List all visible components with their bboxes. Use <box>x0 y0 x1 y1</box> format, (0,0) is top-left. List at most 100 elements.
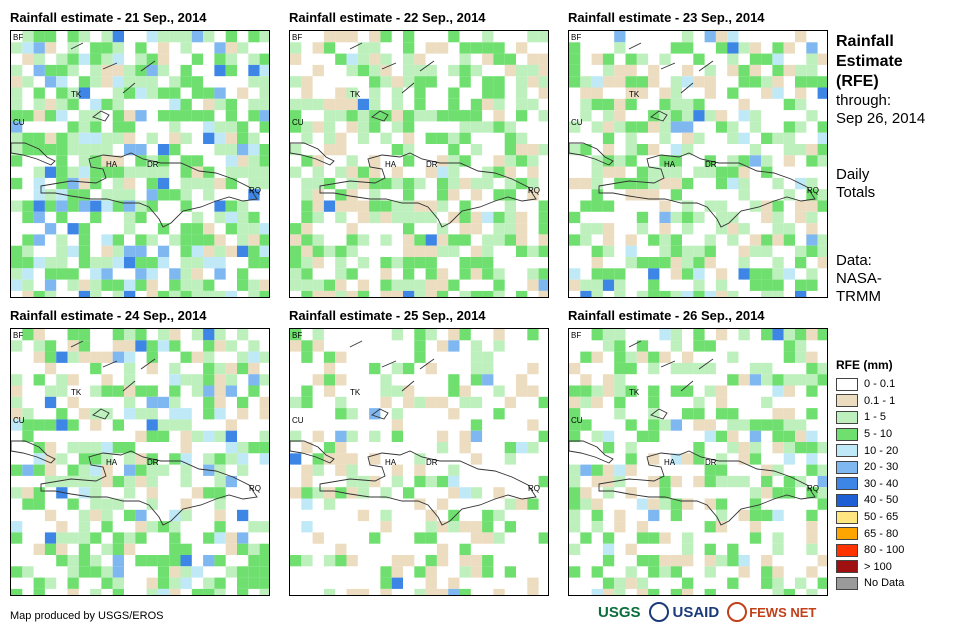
rainfall-cell <box>795 31 807 43</box>
map-label-ha: HA <box>664 160 676 169</box>
rainfall-cell <box>448 132 460 144</box>
rainfall-cell <box>290 98 302 111</box>
rainfall-cell <box>78 257 91 269</box>
rainfall-cell <box>648 408 660 420</box>
rainfall-cell <box>591 257 603 269</box>
legend-item: 1 - 5 <box>836 409 904 426</box>
rainfall-cell <box>670 588 682 595</box>
map-label-cu: CU <box>292 118 304 127</box>
rainfall-cell <box>78 189 91 201</box>
rainfall-cell <box>425 279 437 291</box>
rainfall-cell <box>715 223 728 235</box>
rainfall-cell <box>470 453 483 465</box>
rainfall-cell <box>602 76 615 88</box>
rainfall-cell <box>414 98 426 111</box>
rainfall-cell <box>259 234 269 246</box>
rainfall-cell <box>761 211 773 224</box>
rainfall-cell <box>538 110 548 122</box>
rainfall-cell <box>482 177 494 190</box>
rainfall-cell <box>448 475 460 488</box>
rainfall-cell <box>414 279 426 291</box>
rainfall-cell <box>470 566 483 578</box>
rainfall-cell <box>614 588 626 595</box>
rainfall-cell <box>806 279 818 291</box>
rainfall-cell <box>749 234 762 246</box>
rainfall-cell <box>602 340 615 352</box>
rainfall-cell <box>738 566 750 578</box>
rainfall-cell <box>237 532 249 544</box>
rainfall-cell <box>259 521 269 533</box>
rainfall-cell <box>403 189 415 201</box>
rainfall-cell <box>772 87 784 99</box>
rainfall-cell <box>425 396 437 409</box>
rainfall-cell <box>78 223 91 235</box>
rainfall-cell <box>795 351 807 363</box>
rainfall-cell <box>380 279 392 291</box>
rainfall-cell <box>237 588 249 595</box>
rainfall-cell <box>614 110 626 122</box>
rainfall-cell <box>436 177 449 190</box>
rainfall-cell <box>648 566 660 578</box>
rainfall-cell <box>727 351 739 363</box>
rainfall-cell <box>817 121 827 133</box>
rainfall-cell <box>806 442 818 454</box>
rainfall-cell <box>11 42 23 54</box>
rainfall-cell <box>11 408 23 420</box>
rainfall-cell <box>78 121 91 133</box>
rainfall-cell <box>101 464 113 476</box>
rainfall-cell <box>301 385 313 397</box>
rainfall-cell <box>391 408 403 420</box>
rainfall-cell <box>146 588 158 595</box>
rainfall-cell <box>682 498 694 510</box>
rainfall-cell <box>670 566 682 578</box>
rainfall-cell <box>380 588 392 595</box>
rainfall-cell <box>357 257 370 269</box>
rainfall-cell <box>323 98 336 111</box>
rainfall-cell <box>124 144 136 156</box>
rainfall-cell <box>146 132 158 144</box>
rainfall-cell <box>403 555 415 567</box>
rainfall-cell <box>180 475 192 488</box>
rainfall-cell <box>191 257 204 269</box>
rainfall-cell <box>648 509 660 522</box>
rainfall-cell <box>625 121 637 133</box>
rainfall-cell <box>482 509 494 522</box>
rainfall-cell <box>670 555 682 567</box>
rainfall-cell <box>33 577 45 589</box>
rainfall-cell <box>727 290 739 297</box>
rainfall-cell <box>33 64 45 77</box>
rainfall-cell <box>682 577 694 589</box>
rainfall-cell <box>346 588 358 595</box>
rainfall-cell <box>112 290 124 297</box>
rainfall-cell <box>682 76 694 88</box>
rainfall-cell <box>436 543 449 555</box>
rainfall-cell <box>237 87 249 99</box>
rainfall-cell <box>783 487 795 499</box>
rainfall-cell <box>124 362 136 375</box>
rainfall-cell <box>312 290 324 297</box>
rainfall-cell <box>682 177 694 190</box>
rainfall-cell <box>259 223 269 235</box>
rainfall-cell <box>636 177 649 190</box>
rainfall-cell <box>448 64 460 77</box>
rainfall-cell <box>369 189 381 201</box>
rainfall-cell <box>704 543 716 555</box>
rainfall-cell <box>237 211 249 224</box>
rainfall-cell <box>214 509 226 522</box>
rainfall-cell <box>44 419 57 431</box>
rainfall-cell <box>459 521 471 533</box>
rainfall-cell <box>101 98 113 111</box>
rainfall-cell <box>146 498 158 510</box>
rainfall-cell <box>237 268 249 280</box>
rainfall-cell <box>704 385 716 397</box>
rainfall-cell <box>504 223 516 235</box>
rainfall-cell <box>693 110 705 122</box>
rainfall-cell <box>357 200 370 212</box>
cuba-outline <box>569 440 614 464</box>
rainfall-cell <box>403 110 415 122</box>
rainfall-cell <box>169 577 181 589</box>
rainfall-cell <box>569 211 581 224</box>
rainfall-cell <box>648 290 660 297</box>
rainfall-cell <box>670 155 682 167</box>
rainfall-cell <box>124 132 136 144</box>
